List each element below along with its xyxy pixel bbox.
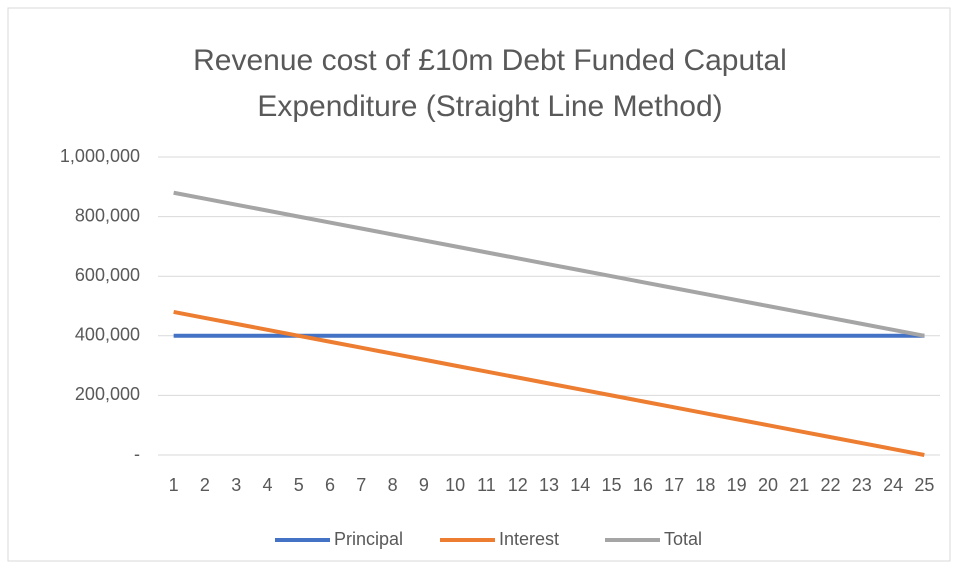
x-tick-label: 3 — [231, 475, 241, 495]
x-tick-label: 17 — [664, 475, 684, 495]
y-tick-label: - — [134, 444, 140, 464]
x-tick-label: 4 — [262, 475, 272, 495]
x-tick-label: 10 — [445, 475, 465, 495]
x-tick-label: 19 — [727, 475, 747, 495]
x-tick-label: 13 — [539, 475, 559, 495]
line-series — [173, 190, 925, 338]
line-series — [173, 309, 925, 457]
x-tick-label: 15 — [602, 475, 622, 495]
x-tick-label: 22 — [821, 475, 841, 495]
y-tick-label: 1,000,000 — [60, 146, 140, 166]
x-tick-label: 12 — [508, 475, 528, 495]
x-tick-label: 6 — [325, 475, 335, 495]
x-tick-label: 7 — [356, 475, 366, 495]
y-tick-label: 600,000 — [75, 265, 140, 285]
chart-border — [7, 7, 951, 562]
x-tick-label: 16 — [633, 475, 653, 495]
y-tick-label: 400,000 — [75, 325, 140, 345]
x-tick-label: 25 — [914, 475, 934, 495]
x-tick-label: 24 — [883, 475, 903, 495]
x-tick-label: 9 — [419, 475, 429, 495]
y-tick-label: 200,000 — [75, 384, 140, 404]
x-tick-label: 1 — [169, 475, 179, 495]
x-tick-label: 20 — [758, 475, 778, 495]
x-tick-label: 11 — [477, 475, 496, 495]
legend-label: Total — [664, 529, 702, 549]
chart-title: Revenue cost of £10m Debt Funded Caputal… — [193, 44, 787, 123]
x-tick-label: 21 — [789, 475, 809, 495]
x-tick-label: 5 — [294, 475, 304, 495]
x-tick-label: 8 — [388, 475, 398, 495]
x-tick-label: 18 — [695, 475, 715, 495]
x-tick-label: 2 — [200, 475, 210, 495]
x-tick-label: 23 — [852, 475, 872, 495]
y-tick-label: 800,000 — [75, 205, 140, 225]
legend-label: Interest — [499, 529, 559, 549]
legend-label: Principal — [334, 529, 403, 549]
x-tick-label: 14 — [570, 475, 590, 495]
